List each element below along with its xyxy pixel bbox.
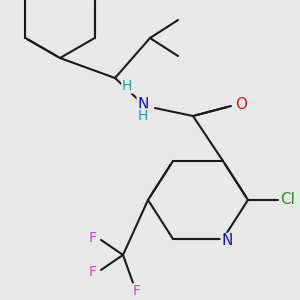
Text: F: F	[89, 265, 97, 279]
Text: F: F	[89, 231, 97, 245]
Text: N: N	[137, 97, 149, 112]
Text: F: F	[133, 284, 141, 298]
Text: Cl: Cl	[280, 193, 296, 208]
Text: H: H	[122, 79, 132, 93]
Text: O: O	[235, 97, 247, 112]
Text: H: H	[138, 109, 148, 123]
Text: N: N	[221, 233, 233, 248]
